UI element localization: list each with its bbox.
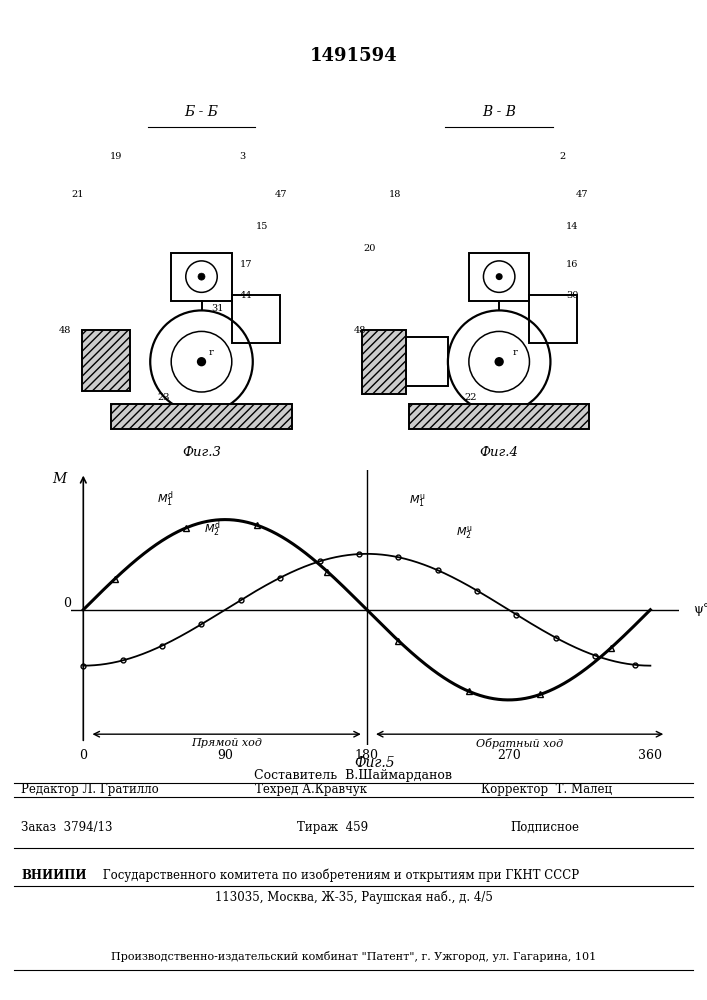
Text: Фиг.5: Фиг.5 <box>354 756 395 770</box>
Text: Подписное: Подписное <box>510 821 580 834</box>
Text: ВНИИПИ: ВНИИПИ <box>21 869 87 882</box>
Text: M: M <box>52 472 66 486</box>
Text: Заказ  3794/13: Заказ 3794/13 <box>21 821 112 834</box>
Text: 31: 31 <box>211 304 223 313</box>
Text: 44: 44 <box>240 291 252 300</box>
Bar <box>171 253 232 301</box>
Text: Составитель  В.Шаймарданов: Составитель В.Шаймарданов <box>255 769 452 782</box>
Text: 47: 47 <box>575 190 588 199</box>
Text: 48: 48 <box>354 326 366 335</box>
Text: Фиг.4: Фиг.4 <box>480 446 519 459</box>
Text: 23: 23 <box>157 393 170 402</box>
Circle shape <box>198 273 205 280</box>
Text: 16: 16 <box>566 260 578 269</box>
Text: 20: 20 <box>363 244 375 253</box>
Circle shape <box>494 357 504 366</box>
Text: ψ°: ψ° <box>693 603 707 616</box>
Text: 15: 15 <box>255 222 268 231</box>
Text: 48: 48 <box>59 326 71 335</box>
Text: r: r <box>209 348 214 357</box>
Text: 30: 30 <box>566 291 578 300</box>
Text: 22: 22 <box>464 393 477 402</box>
Text: В - В: В - В <box>482 105 516 119</box>
Text: 17: 17 <box>240 260 252 269</box>
Text: Б - Б: Б - Б <box>185 105 218 119</box>
Text: 2: 2 <box>559 152 566 161</box>
Text: 14: 14 <box>566 222 578 231</box>
Text: 21: 21 <box>71 190 84 199</box>
Text: Тираж  459: Тираж 459 <box>297 821 368 834</box>
Text: $M_2^{\rm u}$: $M_2^{\rm u}$ <box>456 524 473 541</box>
Bar <box>111 404 292 429</box>
Text: Производственно-издательский комбинат "Патент", г. Ужгород, ул. Гагарина, 101: Производственно-издательский комбинат "П… <box>111 951 596 962</box>
Text: Корректор  Т. Малец: Корректор Т. Малец <box>481 784 612 796</box>
Text: 1491594: 1491594 <box>310 47 397 65</box>
Bar <box>530 295 577 343</box>
Text: 18: 18 <box>388 190 401 199</box>
Bar <box>82 330 130 391</box>
Circle shape <box>496 273 503 280</box>
Text: $M_1^{\rm d}$: $M_1^{\rm d}$ <box>157 489 173 509</box>
Text: Техред А.Кравчук: Техред А.Кравчук <box>255 784 366 796</box>
Text: 47: 47 <box>274 190 287 199</box>
Text: r: r <box>513 348 518 357</box>
Text: 3: 3 <box>240 152 246 161</box>
Bar <box>409 404 590 429</box>
Text: $M_1^{\rm u}$: $M_1^{\rm u}$ <box>409 492 426 509</box>
Text: $M_2^{\rm d}$: $M_2^{\rm d}$ <box>204 520 221 539</box>
Text: 0: 0 <box>64 597 71 610</box>
Text: Редактор Л. Гратилло: Редактор Л. Гратилло <box>21 784 159 796</box>
Text: Фиг.3: Фиг.3 <box>182 446 221 459</box>
Bar <box>406 337 448 386</box>
Text: 19: 19 <box>110 152 122 161</box>
Text: Обратный ход: Обратный ход <box>476 738 563 749</box>
Bar <box>232 295 279 343</box>
Circle shape <box>197 357 206 366</box>
Bar <box>362 330 406 394</box>
Text: Государственного комитета по изобретениям и открытиям при ГКНТ СССР: Государственного комитета по изобретения… <box>99 868 579 882</box>
Text: Прямой ход: Прямой ход <box>191 738 262 748</box>
Text: 113035, Москва, Ж-35, Раушская наб., д. 4/5: 113035, Москва, Ж-35, Раушская наб., д. … <box>214 890 493 904</box>
Bar <box>469 253 530 301</box>
